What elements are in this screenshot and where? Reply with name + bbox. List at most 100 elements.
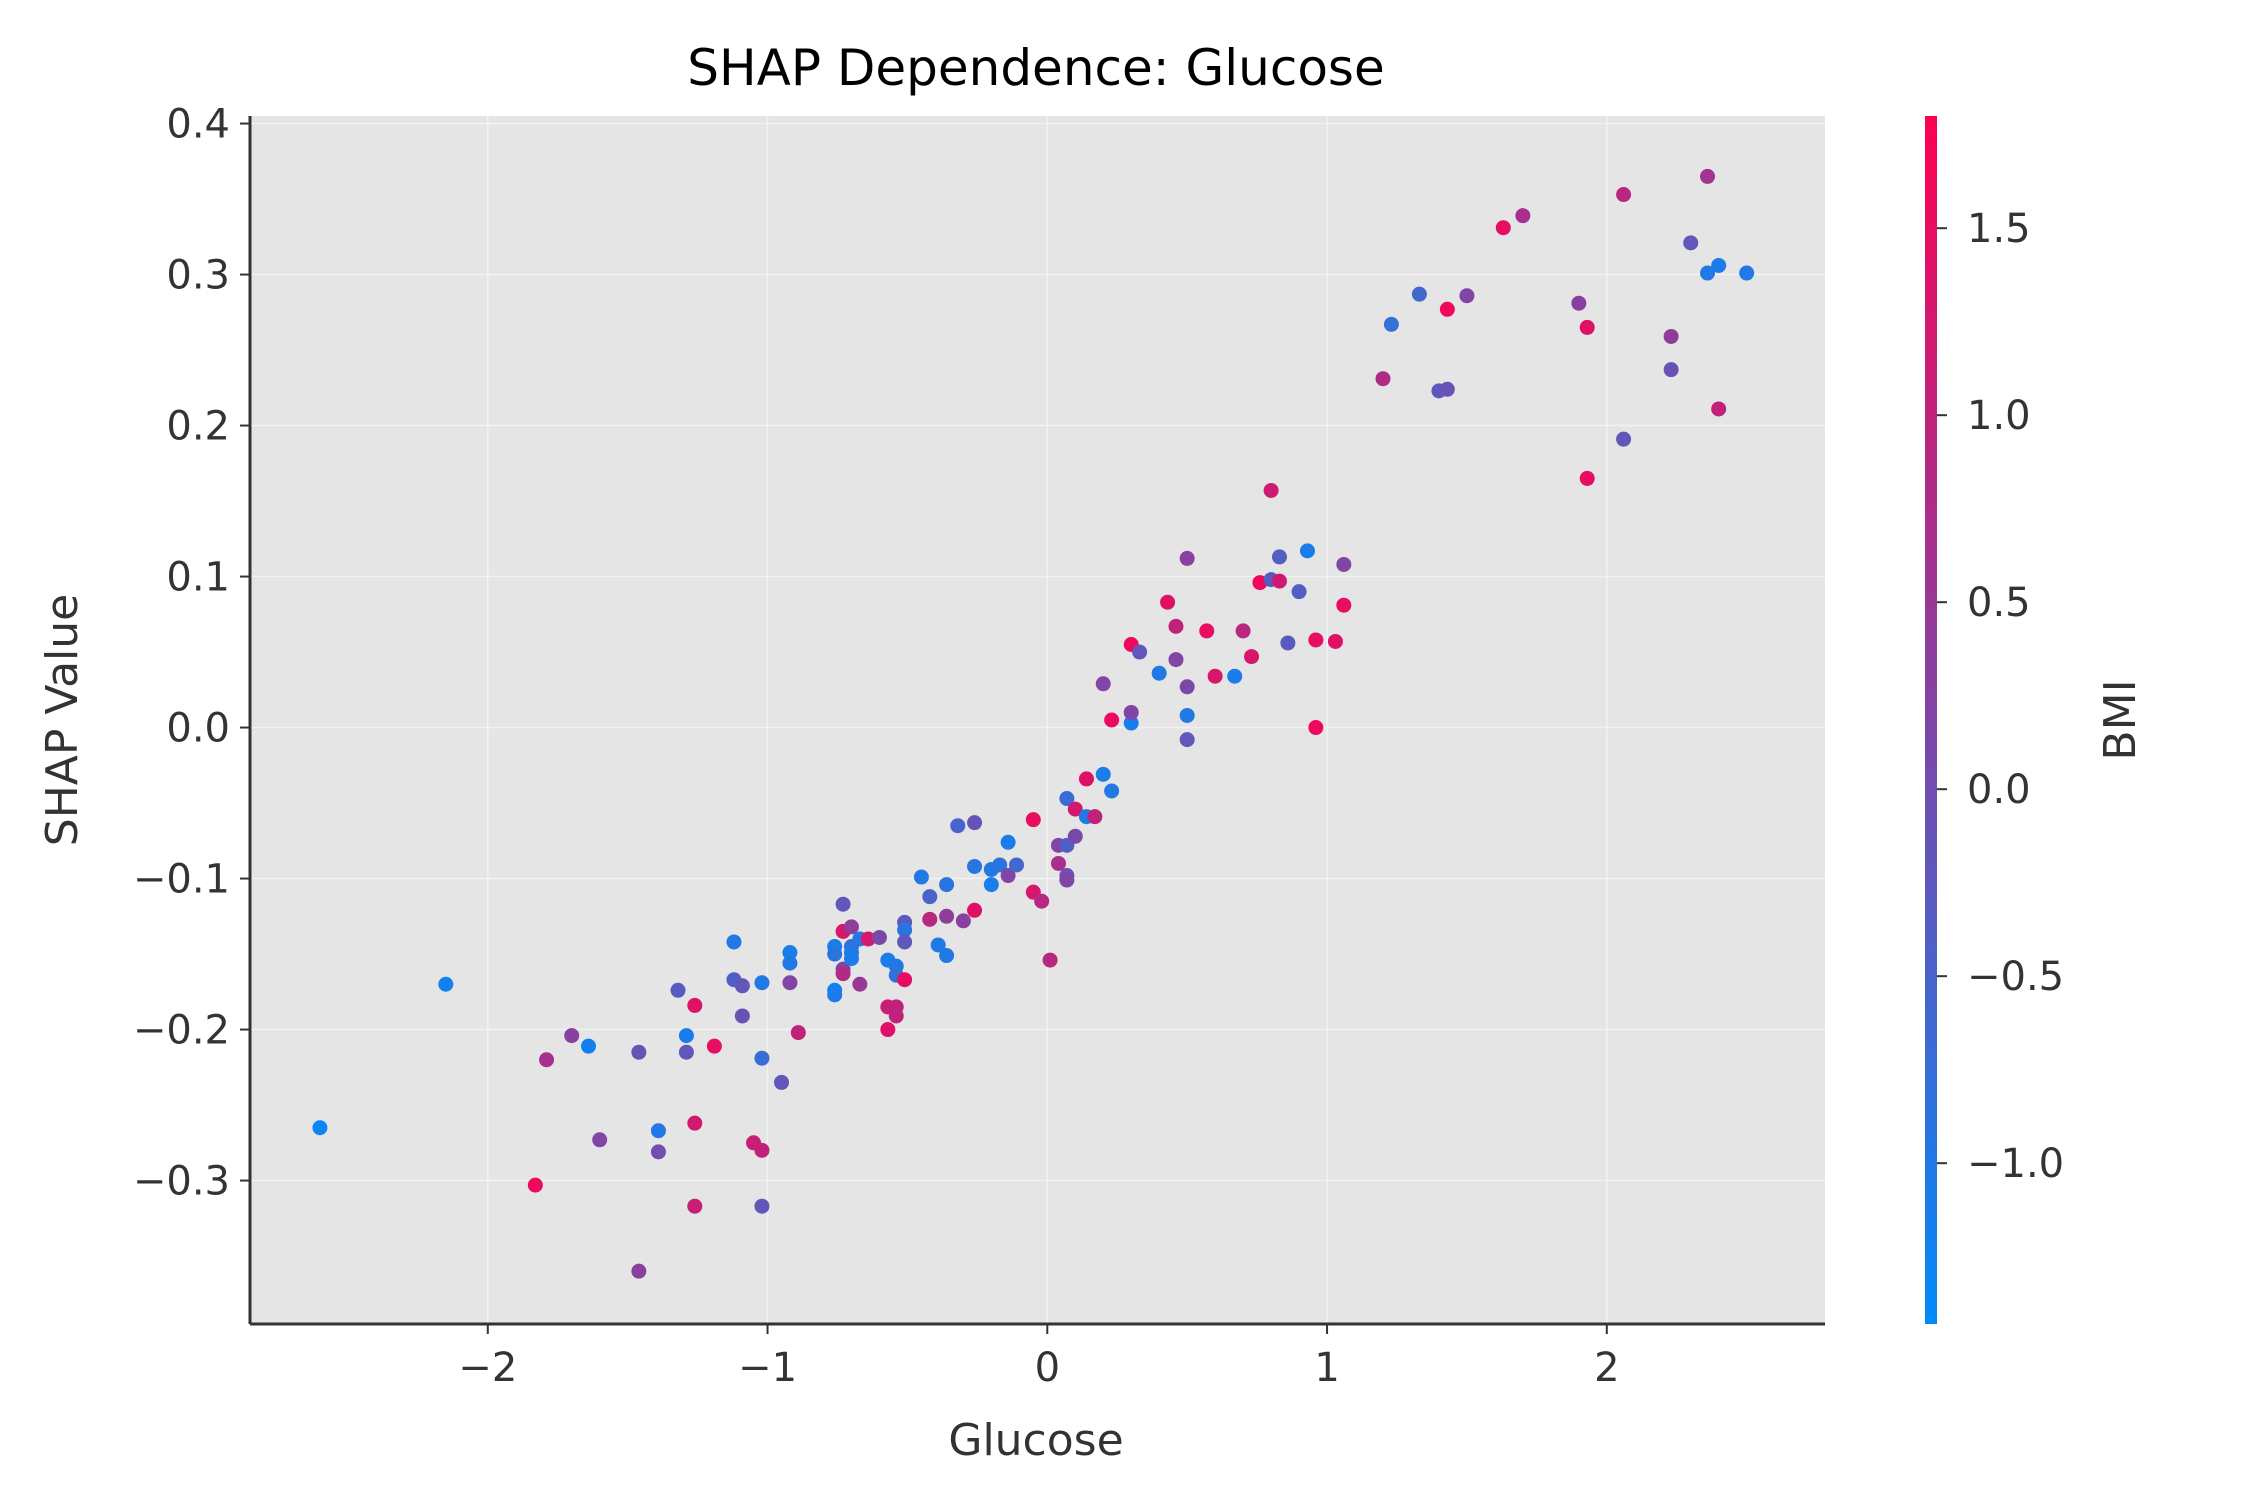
colorbar-tick-label: 1.0 xyxy=(1967,393,2031,439)
data-point xyxy=(1299,543,1315,559)
data-point xyxy=(1179,550,1195,566)
data-point xyxy=(687,1198,703,1214)
data-point xyxy=(1078,771,1094,787)
data-point xyxy=(706,1038,722,1054)
data-point xyxy=(1439,301,1455,317)
data-point xyxy=(1327,633,1343,649)
data-point xyxy=(835,896,851,912)
data-point xyxy=(992,857,1008,873)
data-point xyxy=(843,919,859,935)
data-point xyxy=(1123,715,1139,731)
data-point xyxy=(1199,623,1215,639)
data-point xyxy=(1336,556,1352,572)
data-point xyxy=(852,976,868,992)
x-tick-label: −2 xyxy=(458,1345,517,1391)
data-point xyxy=(1009,857,1025,873)
data-point xyxy=(843,951,859,967)
data-point xyxy=(1095,676,1111,692)
data-point xyxy=(1168,618,1184,634)
y-tick-label: 0.0 xyxy=(166,706,230,752)
data-point xyxy=(1439,381,1455,397)
data-point xyxy=(438,976,454,992)
colorbar-tick-label: −1.0 xyxy=(1967,1141,2064,1187)
scatter-points xyxy=(312,168,1755,1279)
data-point xyxy=(1291,584,1307,600)
data-point xyxy=(1663,328,1679,344)
grid-lines xyxy=(250,116,1825,1324)
data-point xyxy=(1459,288,1475,304)
data-point xyxy=(922,911,938,927)
data-point xyxy=(1244,649,1260,665)
data-point xyxy=(955,913,971,929)
colorbar-label: BMI xyxy=(2095,679,2146,760)
data-point xyxy=(1151,665,1167,681)
colorbar-tick-label: 1.5 xyxy=(1967,206,2031,252)
data-point xyxy=(734,1008,750,1024)
data-point xyxy=(1059,791,1075,807)
data-point xyxy=(1104,712,1120,728)
data-point xyxy=(1227,668,1243,684)
data-point xyxy=(1179,679,1195,695)
data-point xyxy=(754,975,770,991)
data-point xyxy=(1579,319,1595,335)
colorbar-tick-label: 0.0 xyxy=(1967,767,2031,813)
data-point xyxy=(312,1120,328,1136)
x-tick-label: 2 xyxy=(1594,1345,1619,1391)
data-point xyxy=(1179,707,1195,723)
data-point xyxy=(734,978,750,994)
data-point xyxy=(1700,168,1716,184)
data-point xyxy=(1168,652,1184,668)
data-point xyxy=(650,1123,666,1139)
data-point xyxy=(1308,720,1324,736)
data-point xyxy=(897,972,913,988)
data-point xyxy=(897,922,913,938)
data-point xyxy=(922,889,938,905)
y-axis-label: SHAP Value xyxy=(37,594,88,846)
x-tick-label: 0 xyxy=(1035,1345,1060,1391)
data-point xyxy=(790,1025,806,1041)
data-point xyxy=(1235,623,1251,639)
colorbar-tick-label: −0.5 xyxy=(1967,954,2064,1000)
data-point xyxy=(631,1044,647,1060)
data-point xyxy=(1095,766,1111,782)
data-point xyxy=(827,946,843,962)
y-tick-label: 0.1 xyxy=(166,555,230,601)
data-point xyxy=(888,1008,904,1024)
data-point xyxy=(1050,855,1066,871)
data-point xyxy=(592,1132,608,1148)
data-point xyxy=(1383,316,1399,332)
data-point xyxy=(1579,470,1595,486)
data-point xyxy=(950,818,966,834)
y-tick-label: −0.2 xyxy=(133,1008,230,1054)
data-point xyxy=(1025,812,1041,828)
data-point xyxy=(754,1142,770,1158)
data-point xyxy=(1067,801,1083,817)
data-point xyxy=(754,1050,770,1066)
colorbar xyxy=(1925,116,1937,1324)
data-point xyxy=(1179,732,1195,748)
data-point xyxy=(1280,635,1296,651)
data-point xyxy=(860,931,876,947)
chart-title: SHAP Dependence: Glucose xyxy=(687,39,1384,97)
data-point xyxy=(1336,597,1352,613)
data-point xyxy=(1104,783,1120,799)
data-point xyxy=(687,997,703,1013)
data-point xyxy=(580,1038,596,1054)
plot-background xyxy=(250,116,1825,1324)
data-point xyxy=(1571,295,1587,311)
data-point xyxy=(939,877,955,893)
data-point xyxy=(687,1115,703,1131)
data-point xyxy=(782,975,798,991)
data-point xyxy=(1616,187,1632,203)
data-point xyxy=(527,1177,543,1193)
data-point xyxy=(1411,286,1427,302)
data-point xyxy=(1271,573,1287,589)
data-point xyxy=(1739,265,1755,281)
data-point xyxy=(939,908,955,924)
data-point xyxy=(650,1144,666,1160)
data-point xyxy=(1034,893,1050,909)
data-point xyxy=(1495,220,1511,236)
data-point xyxy=(1059,872,1075,888)
data-point xyxy=(1042,952,1058,968)
